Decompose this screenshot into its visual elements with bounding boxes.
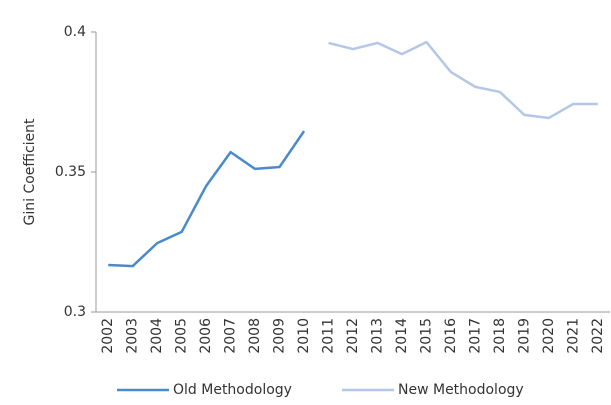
x-tick-label: 2013 bbox=[369, 318, 385, 354]
x-tick-label: 2005 bbox=[174, 318, 190, 354]
x-tick-label: 2012 bbox=[345, 318, 361, 354]
x-tick-label: 2016 bbox=[443, 318, 459, 354]
x-tick-label: 2010 bbox=[296, 318, 312, 354]
x-tick-label: 2008 bbox=[247, 318, 263, 354]
x-tick-label: 2004 bbox=[149, 318, 165, 354]
line-series bbox=[328, 40, 598, 120]
x-tick-label: 2020 bbox=[541, 318, 557, 354]
x-tick-label: 2015 bbox=[418, 318, 434, 354]
y-tick-label: 0.4 bbox=[64, 24, 86, 40]
x-tick-label: 2003 bbox=[125, 318, 141, 354]
y-tick-label: 0.3 bbox=[64, 304, 86, 320]
x-tick-label: 2002 bbox=[100, 318, 116, 354]
x-tick-label: 2022 bbox=[590, 318, 606, 354]
y-axis-label: Gini Coefficient bbox=[22, 118, 38, 226]
x-tick-label: 2018 bbox=[492, 318, 508, 354]
legend-label: New Methodology bbox=[398, 382, 524, 398]
y-tick-label: 0.35 bbox=[55, 164, 86, 180]
x-tick-label: 2021 bbox=[565, 318, 581, 354]
x-tick-label: 2009 bbox=[272, 318, 288, 354]
x-tick-label: 2007 bbox=[223, 318, 239, 354]
x-tick-label: 2006 bbox=[198, 318, 214, 354]
x-tick-label: 2017 bbox=[467, 318, 483, 354]
x-tick-label: 2014 bbox=[394, 318, 410, 354]
x-tick-label: 2019 bbox=[516, 318, 532, 354]
line-series bbox=[108, 130, 306, 268]
legend-label: Old Methodology bbox=[173, 382, 292, 398]
x-tick-label: 2011 bbox=[321, 318, 337, 354]
